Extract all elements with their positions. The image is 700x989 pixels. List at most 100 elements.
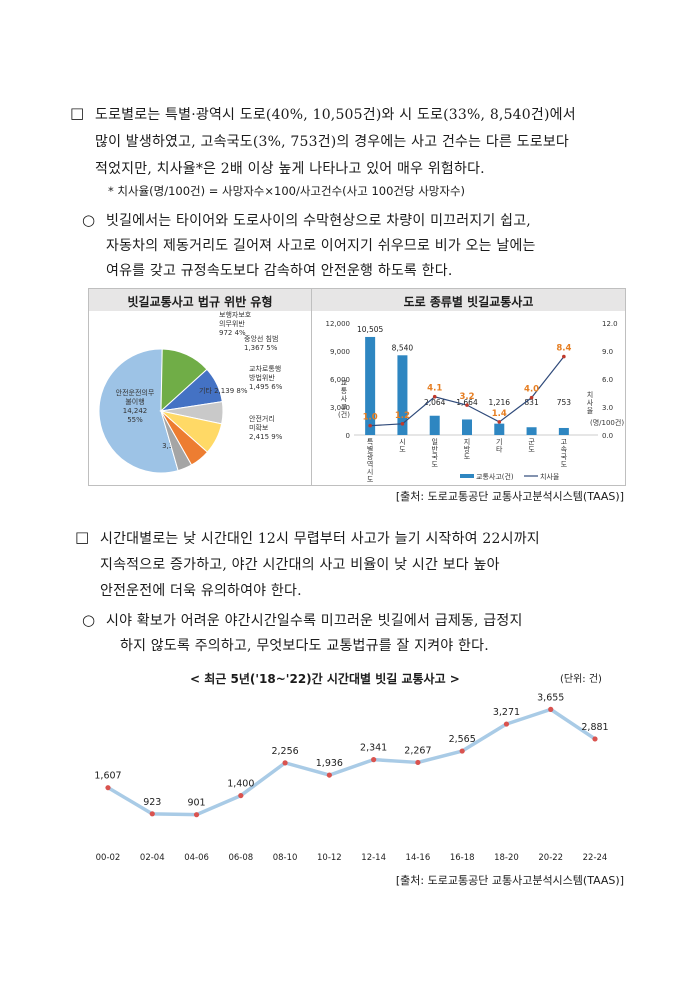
rate-point [400,422,405,426]
category-label-char: 군 [528,438,535,446]
line-chart-unit: (단위: 건) [560,674,602,685]
bar [462,419,472,435]
category-label-char: 별 [367,445,373,454]
time-value-label: 2,881 [581,722,608,733]
y-left-tick: 6,000 [330,376,350,384]
time-point [548,706,554,712]
y-left-label-char: 통 [341,387,348,395]
bar-chart-title: 도로 종류별 빗길교통사고 [403,295,534,309]
time-value-label: 2,565 [449,734,476,745]
pie-label-line: 중앙선 침범 [244,334,278,343]
rate-point [529,395,534,400]
y-right-tick: 12.0 [602,320,618,328]
y-right-tick: 0.0 [602,432,613,440]
pie-label: 중앙선 침범1,367 5% [244,334,278,352]
category-label-char: 도 [431,461,438,469]
legend-swatch-bars [460,474,474,478]
time-point [193,812,200,818]
pie-label-line: 방법위반 [249,373,275,382]
category-label-char: 도 [528,446,535,454]
time-point [105,785,111,791]
pie-slice [160,410,193,472]
category-label-char: 속 [561,446,568,454]
category-label-char: 고 [561,438,568,446]
pie-label: 기타 2,139 8% [199,386,248,395]
pie-label-line: 안전거리 [249,414,275,423]
section1-sub-line-3: 여유를 갖고 규정속도보다 감속하여 안전운행 하도록 한다. [106,263,453,279]
legend-label: 교통사고(건) [476,472,514,481]
time-value-label: 2,267 [404,745,431,756]
rate-point [465,403,469,407]
bar-value-label: 1,216 [489,398,511,407]
category-label-char: 특 [367,438,374,446]
section2-bullet: □ [75,528,90,546]
section2-sub-line-2: 하지 않도록 주의하고, 무엇보다도 교통법규를 잘 지켜야 한다. [120,638,489,654]
section1-sub-line-2: 자동차의 제동거리도 길어져 사고로 이어지기 쉬우므로 비가 오는 날에는 [106,238,536,254]
time-value-label: 2,256 [271,746,298,757]
section2-line-2: 지속적으로 증가하고, 야간 시간대의 사고 비율이 낮 시간 보다 높아 [100,557,500,573]
pie-label-line: 2,415 9% [249,433,283,441]
chart-divider [311,289,312,485]
bar [365,336,376,435]
section2-sub-line-1: 시야 확보가 어려운 야간시간일수록 미끄러운 빗길에서 급제동, 급정지 [106,613,523,629]
section2-sub-bullet: ○ [82,611,96,629]
rate-point [497,420,502,424]
time-point [459,748,465,754]
pie-label-line: 55% [127,416,143,424]
y-left-label-char: (건) [338,410,350,419]
rate-point [368,423,372,428]
y-right-tick: 3.0 [602,404,613,412]
time-x-label: 14-16 [406,853,431,863]
bar-value-label: 1,664 [456,398,478,407]
time-point [415,759,421,766]
y-right-tick: 6.0 [602,376,613,384]
rate-value-label: 1.4 [492,409,507,419]
source-citation-2: [출처: 도로교통공단 교통사고분석시스템(TAAS)] [395,874,624,887]
category-label-char: 역 [367,460,373,469]
charts-box: 빗길교통사고 법규 위반 유형 도로 종류별 빗길교통사고 안전운전의무 불이행 1… [88,288,626,486]
y-left-tick: 12,000 [326,320,351,328]
rate-value-label: 1.0 [363,413,378,423]
time-point [326,772,332,778]
y-left-tick: 9,000 [330,348,350,356]
category-label-char: 도 [561,461,568,469]
category-label-char: 타 [496,445,503,454]
time-value-label: 3,655 [537,692,564,703]
time-x-label: 16-18 [450,853,475,863]
category-label-char: 방 [464,445,471,454]
category-label-char: 도 [464,453,471,461]
section2-line-1: 시간대별로는 낮 시간대인 12시 무렵부터 사고가 늘기 시작하여 22시까지 [100,531,540,547]
time-x-label: 22-24 [583,853,608,863]
y-right-unit: (명/100건) [590,418,624,427]
time-point [503,721,510,727]
y-right-label-char: 율 [587,407,594,415]
bar-value-label: 753 [557,398,572,407]
time-x-label: 20-22 [538,853,563,863]
time-value-label: 2,341 [360,743,387,754]
bar [429,415,440,435]
section1-line-2: 많이 발생하였고, 고속국도(3%, 753건)의 경우에는 사고 건수는 다른… [95,134,569,150]
bar-title-bar [312,289,625,311]
pie-label-line: 기타 2,139 8% [199,386,248,395]
legend-label: 치사율 [540,472,560,481]
y-left-tick: 0 [346,432,350,440]
pie-label-line: 14,242 [123,407,148,415]
category-label-char: 도 [399,446,406,454]
category-label-char: 기 [496,437,502,446]
y-right-tick: 9.0 [602,348,613,356]
pie-label-line: 교차로통행 [249,364,281,373]
rate-point [562,354,566,359]
y-left-label-char: 교 [341,379,348,387]
category-label-char: 일 [431,437,437,446]
time-value-label: 923 [143,797,161,808]
time-value-label: 3,271 [493,707,520,718]
rate-value-label: 1.2 [395,411,410,421]
pie-label-line: 972 4% [219,329,246,337]
pie-label-line: 1,367 5% [244,344,278,352]
bar-value-label: 2,064 [424,398,446,407]
bar [494,423,505,435]
pie-label-line: 미확보 [249,423,269,432]
section1-line-1: 도로별로는 특별·광역시 도로(40%, 10,505건)와 시 도로(33%,… [95,107,576,123]
